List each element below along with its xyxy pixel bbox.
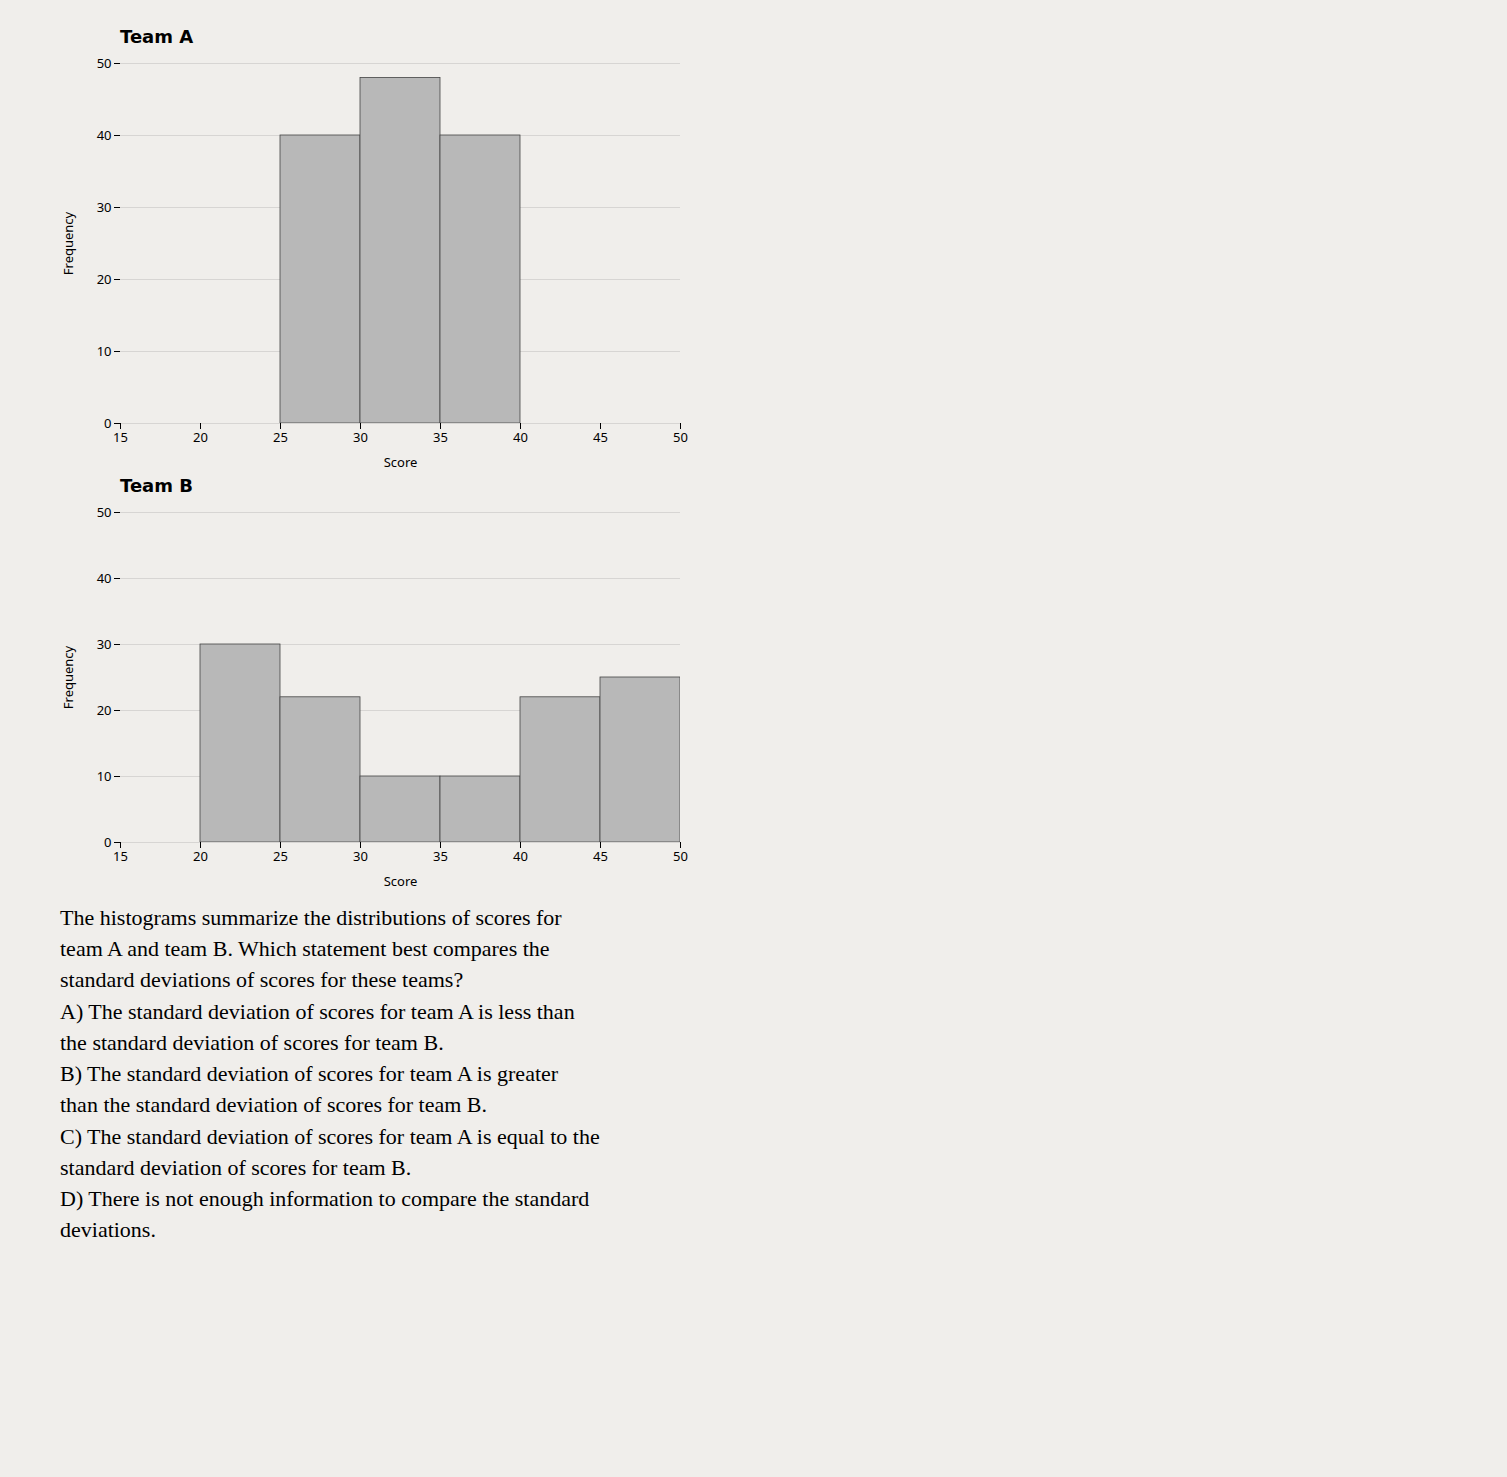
svg-text:15: 15: [113, 847, 128, 865]
svg-text:20: 20: [97, 701, 112, 719]
svg-text:25: 25: [273, 428, 288, 446]
svg-text:20: 20: [97, 270, 112, 288]
html-text:standard deviation of scores f: standard deviation of scores for team B.: [60, 1154, 412, 1180]
svg-text:0: 0: [104, 833, 111, 851]
html-text:The histograms summarize the d: The histograms summarize the distributio…: [60, 905, 562, 930]
svg-text:30: 30: [353, 428, 368, 446]
svg-text:50: 50: [97, 54, 112, 72]
svg-text:Frequency: Frequency: [60, 211, 77, 275]
html-text:C) The standard deviation of s: C) The standard deviation of scores for …: [60, 1123, 600, 1149]
html-text:than the standard deviation of: than the standard deviation of scores fo…: [60, 1092, 487, 1118]
svg-text:15: 15: [113, 428, 128, 446]
svg-text:40: 40: [97, 569, 112, 587]
html-text:deviations.: deviations.: [60, 1217, 156, 1243]
svg-text:30: 30: [97, 198, 112, 216]
svg-text:0: 0: [104, 414, 111, 432]
svg-text:50: 50: [673, 847, 688, 865]
svg-text:Frequency: Frequency: [60, 645, 77, 709]
svg-text:45: 45: [593, 428, 608, 446]
html-text:B) The standard deviation of s: B) The standard deviation of scores for …: [60, 1061, 559, 1087]
svg-text:30: 30: [97, 635, 112, 653]
html-text:A) The standard deviation of s: A) The standard deviation of scores for …: [60, 998, 575, 1024]
svg-text:35: 35: [433, 428, 448, 446]
svg-text:40: 40: [513, 428, 528, 446]
svg-text:40: 40: [97, 126, 112, 144]
html-text:the standard deviation of scor: the standard deviation of scores for tea…: [60, 1029, 444, 1055]
svg-text:10: 10: [97, 342, 112, 360]
svg-text:35: 35: [433, 847, 448, 865]
svg-text:50: 50: [673, 428, 688, 446]
svg-text:Score: Score: [384, 453, 418, 470]
svg-text:40: 40: [513, 847, 528, 865]
svg-text:30: 30: [353, 847, 368, 865]
svg-text:25: 25: [273, 847, 288, 865]
svg-text:20: 20: [193, 428, 208, 446]
svg-text:20: 20: [193, 847, 208, 865]
html-text:D) There is not enough informa: D) There is not enough information to co…: [60, 1186, 590, 1212]
svg-text:45: 45: [593, 847, 608, 865]
html-text:Team A: Team A: [120, 26, 194, 47]
html-text:Team B: Team B: [120, 475, 193, 496]
svg-text:Score: Score: [384, 872, 418, 889]
svg-text:10: 10: [97, 767, 112, 785]
html-text:team A and team B. Which state: team A and team B. Which statement best …: [60, 936, 550, 962]
svg-text:50: 50: [97, 503, 112, 521]
html-text:standard deviations of scores: standard deviations of scores for these …: [60, 967, 464, 993]
